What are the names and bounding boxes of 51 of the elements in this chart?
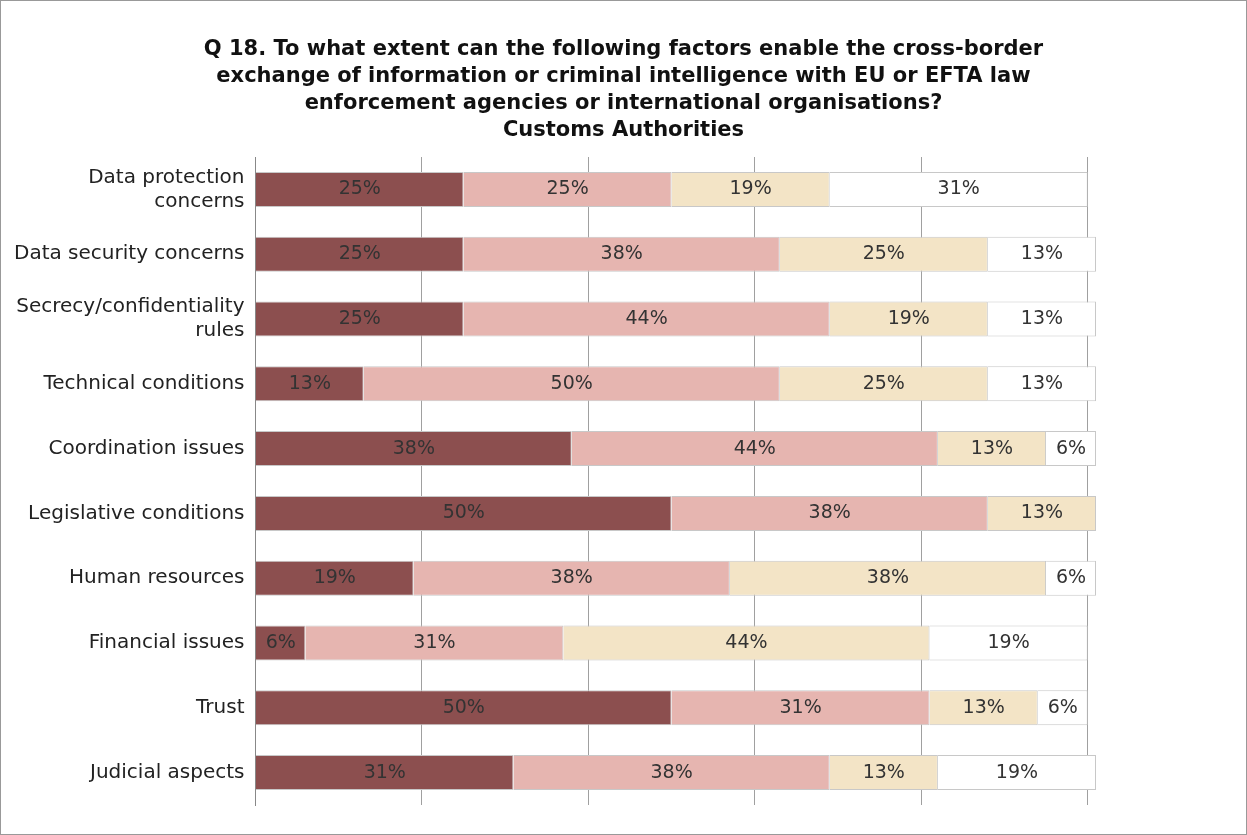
data-label: 25% xyxy=(338,305,381,328)
data-label: 44% xyxy=(625,305,668,328)
y-tick-label: Coordination issues xyxy=(48,434,245,459)
data-label: 19% xyxy=(995,759,1039,782)
data-label: 25% xyxy=(338,241,381,264)
data-label: 13% xyxy=(1020,305,1064,328)
chart-subtitle: Customs Authorities xyxy=(501,116,746,142)
y-tick-label: Legislative conditions xyxy=(28,499,245,524)
y-tick-label: Data protection concerns xyxy=(88,163,245,212)
data-label: 19% xyxy=(987,629,1030,652)
data-label: 6% xyxy=(1055,435,1087,458)
data-label: 25% xyxy=(546,176,589,199)
data-label: 44% xyxy=(733,435,776,458)
data-label: 38% xyxy=(600,241,643,264)
data-label: 13% xyxy=(1020,500,1064,523)
data-label: 13% xyxy=(1020,241,1064,264)
data-label: 13% xyxy=(962,694,1005,717)
data-label: 31% xyxy=(363,759,406,782)
data-label: 25% xyxy=(862,370,905,393)
data-label: 13% xyxy=(1020,370,1064,393)
chart-title: Q 18. To what extent can the following factors enable the cross-border exchange of information or criminal intelligence with EU or EFTA law enforcement agencies or international organisations? xyxy=(202,35,1045,116)
data-label: 25% xyxy=(338,176,381,199)
y-tick-label: Financial issues xyxy=(88,629,245,654)
y-tick-label: Human resources xyxy=(69,564,245,589)
data-label: 38% xyxy=(392,435,435,458)
y-tick-label: Data security concerns xyxy=(14,240,245,265)
data-label: 25% xyxy=(862,241,905,264)
data-label: 50% xyxy=(442,694,485,717)
y-tick-label: Secrecy/confidentiality rules xyxy=(16,293,245,342)
data-label: 38% xyxy=(650,759,693,782)
data-label: 13% xyxy=(970,435,1014,458)
data-label: 19% xyxy=(313,565,356,588)
y-tick-label: Trust xyxy=(195,694,245,718)
y-tick-label: Judicial aspects xyxy=(88,758,245,783)
data-label: 6% xyxy=(265,629,296,652)
data-label: 38% xyxy=(550,565,593,588)
data-label: 19% xyxy=(729,176,772,199)
data-label: 19% xyxy=(887,305,930,328)
data-label: 31% xyxy=(937,176,980,199)
data-label: 13% xyxy=(288,370,331,393)
data-label: 31% xyxy=(413,629,456,652)
data-label: 38% xyxy=(866,565,910,588)
data-label: 31% xyxy=(779,694,822,717)
data-label: 6% xyxy=(1055,565,1087,588)
data-label: 38% xyxy=(808,500,851,523)
data-label: 50% xyxy=(550,370,593,393)
y-tick-label: Technical conditions xyxy=(42,370,245,394)
data-label: 50% xyxy=(442,500,485,523)
data-label: 13% xyxy=(862,759,905,782)
data-label: 6% xyxy=(1047,694,1078,717)
data-label: 44% xyxy=(725,629,768,652)
